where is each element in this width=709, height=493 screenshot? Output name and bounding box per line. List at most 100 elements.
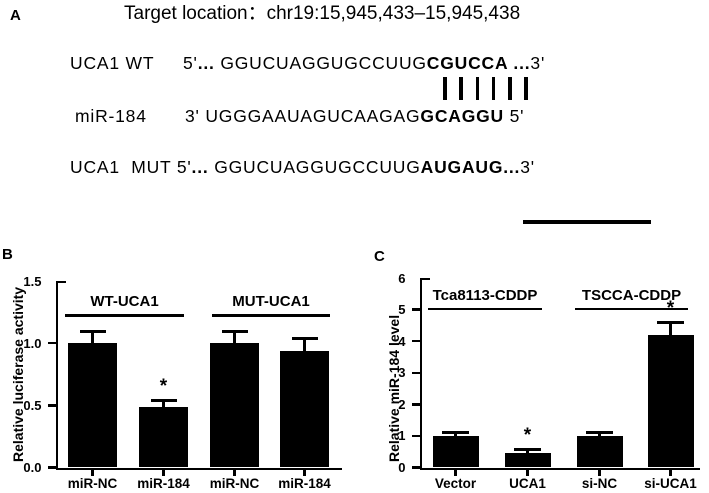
sequence-segment: 5' bbox=[503, 106, 525, 126]
y-axis-top-stub bbox=[422, 277, 430, 280]
bar-si-NC bbox=[576, 435, 623, 468]
y-tick-label: 4 bbox=[398, 333, 406, 349]
x-tick bbox=[91, 470, 94, 476]
x-axis-line bbox=[419, 467, 700, 470]
error-bar-stem bbox=[91, 331, 94, 344]
error-bar-stem bbox=[303, 338, 306, 351]
x-tick bbox=[669, 470, 672, 476]
y-tick bbox=[411, 403, 420, 406]
y-tick-label: 1.0 bbox=[23, 335, 42, 351]
sequence-segment: 3' bbox=[185, 106, 206, 126]
error-bar-stem bbox=[162, 400, 165, 407]
y-axis-title: Relative miR-184 level bbox=[386, 314, 402, 462]
bar-si-UCA1 bbox=[647, 334, 694, 468]
pairing-bar bbox=[508, 77, 512, 100]
y-tick bbox=[411, 434, 420, 438]
y-tick bbox=[47, 466, 56, 469]
y-axis-title: Relative luciferase activity bbox=[10, 286, 26, 462]
pairing-bar bbox=[459, 77, 463, 100]
sequence-uca1-mut: UCA1 MUT 5'... GGUCUAGGUGCCUUGAUGAUG...3… bbox=[70, 157, 535, 177]
x-tick bbox=[454, 470, 457, 476]
sequence-segment-bold: ... bbox=[197, 53, 221, 73]
bar-miR-184 bbox=[139, 406, 188, 468]
sequence-segment: 3' bbox=[530, 53, 546, 73]
group-line bbox=[428, 307, 542, 310]
category-label: si-UCA1 bbox=[644, 476, 697, 491]
sequence-segment: UCA1 MUT 5' bbox=[70, 157, 192, 177]
y-axis-line bbox=[419, 278, 422, 470]
y-axis-line bbox=[55, 281, 58, 470]
bar-Vector bbox=[432, 435, 479, 468]
error-bar-cap bbox=[442, 430, 469, 434]
bar-UCA1 bbox=[504, 452, 551, 468]
base-pairing-bars bbox=[443, 77, 528, 100]
category-label: si-NC bbox=[581, 476, 618, 491]
error-bar-cap bbox=[79, 330, 106, 334]
y-tick bbox=[411, 371, 420, 374]
y-tick-label: 2 bbox=[398, 396, 406, 412]
y-axis-top-stub bbox=[58, 280, 66, 283]
significance-asterisk: * bbox=[159, 376, 168, 398]
sequence-segment-bold: AUGAUG... bbox=[420, 157, 521, 177]
error-bar-cap bbox=[221, 330, 248, 334]
bar-miR-NC bbox=[210, 343, 259, 468]
bar-miR-184 bbox=[280, 350, 329, 468]
sequence-segment-bold: CGUCCA bbox=[426, 53, 508, 73]
panel-a-letter: A bbox=[10, 7, 21, 24]
group-label: MUT-UCA1 bbox=[232, 293, 310, 310]
pairing-bar bbox=[443, 77, 447, 100]
y-tick bbox=[47, 341, 56, 345]
error-bar-stem bbox=[598, 432, 601, 436]
error-bar-cap bbox=[291, 336, 318, 340]
sequence-segment-bold: GCAGGU bbox=[420, 106, 504, 126]
target-region-underline bbox=[523, 220, 651, 224]
category-label: miR-NC bbox=[209, 476, 260, 491]
y-tick bbox=[411, 466, 420, 469]
sequence-segment: GGUCUAGGUGCCUUG bbox=[220, 53, 427, 73]
group-line bbox=[65, 314, 184, 317]
y-tick-label: 0.0 bbox=[23, 460, 42, 475]
group-label: WT-UCA1 bbox=[90, 293, 159, 310]
group-label: TSCCA-CDDP bbox=[581, 286, 682, 304]
significance-asterisk: * bbox=[523, 425, 532, 447]
error-bar-cap bbox=[150, 398, 177, 402]
sequence-uca1-wt: 5'... GGUCUAGGUGCCUUGCGUCCA ...3' bbox=[183, 53, 545, 73]
y-tick bbox=[411, 339, 420, 343]
sequence-segment: GGUCUAGGUGCCUUG bbox=[208, 157, 421, 177]
pairing-bar bbox=[475, 77, 480, 100]
error-bar-cap bbox=[514, 447, 541, 451]
sequence-segment: 5' bbox=[183, 53, 198, 73]
error-bar-stem bbox=[454, 432, 457, 436]
sequence-segment-bold: ... bbox=[191, 157, 209, 177]
x-axis-line bbox=[55, 467, 342, 470]
x-tick bbox=[303, 470, 306, 476]
y-tick bbox=[411, 308, 420, 311]
error-bar-stem bbox=[526, 449, 529, 453]
y-tick-label: 5 bbox=[398, 302, 406, 318]
panel-a-title: Target location：chr19:15,945,433–15,945,… bbox=[124, 3, 521, 24]
panel-c-letter: C bbox=[374, 248, 385, 265]
group-line bbox=[212, 314, 330, 317]
sequence-label-mir-184: miR-184 bbox=[75, 106, 147, 126]
y-tick-label: 1.5 bbox=[23, 273, 42, 289]
y-tick-label: 0 bbox=[398, 460, 406, 475]
pairing-bar bbox=[491, 77, 496, 100]
y-tick-label: 3 bbox=[398, 365, 406, 381]
error-bar-cap bbox=[586, 430, 613, 434]
x-tick bbox=[598, 470, 601, 476]
category-label: Vector bbox=[434, 476, 477, 491]
sequence-mir-184: 3' UGGGAAUAGUCAAGAGGCAGGU 5' bbox=[185, 106, 524, 126]
y-tick-label: 6 bbox=[398, 270, 406, 286]
pairing-bar bbox=[524, 77, 528, 100]
x-tick bbox=[233, 470, 236, 476]
x-tick bbox=[162, 470, 165, 476]
bar-miR-NC bbox=[68, 343, 117, 468]
y-tick bbox=[47, 404, 56, 407]
error-bar-stem bbox=[233, 331, 236, 344]
category-label: UCA1 bbox=[509, 476, 546, 491]
category-label: miR-184 bbox=[137, 476, 190, 491]
y-tick-label: 1 bbox=[398, 428, 406, 444]
group-line bbox=[575, 307, 688, 310]
category-label: miR-184 bbox=[278, 476, 331, 491]
